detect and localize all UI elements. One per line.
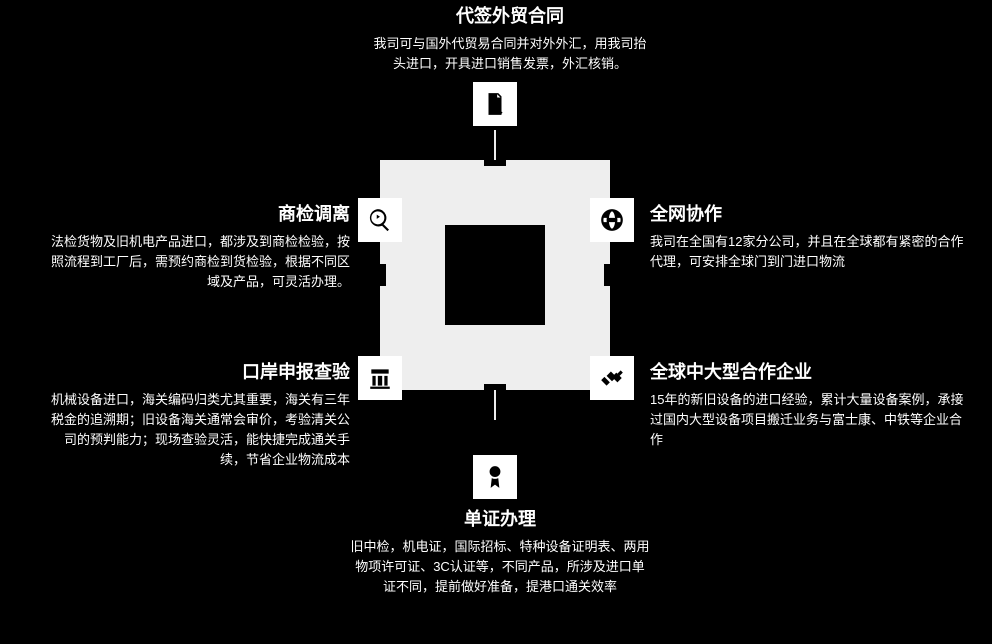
node-inspection: 商检调离 法检货物及旧机电产品进口，都涉及到商检检验，按照流程到工厂后，需预约商… xyxy=(40,200,350,292)
node-title: 单证办理 xyxy=(350,505,650,531)
certificate-icon xyxy=(473,455,517,499)
connector-bottom xyxy=(494,390,496,420)
node-desc: 我司可与国外代贸易合同并对外外汇，用我司抬头进口，开具进口销售发票，外汇核销。 xyxy=(370,34,650,74)
node-title: 商检调离 xyxy=(40,200,350,226)
node-title: 全网协作 xyxy=(650,200,970,226)
notch-left xyxy=(378,264,386,286)
node-partners: 全球中大型合作企业 15年的新旧设备的进口经验，累计大量设备案例，承接过国内大型… xyxy=(650,358,970,450)
notch-right xyxy=(604,264,612,286)
node-network: 全网协作 我司在全国有12家分公司，并且在全球都有紧密的合作代理，可安排全球门到… xyxy=(650,200,970,272)
globe-icon xyxy=(590,198,634,242)
handshake-icon xyxy=(590,356,634,400)
node-title: 代签外贸合同 xyxy=(370,2,650,28)
node-title: 全球中大型合作企业 xyxy=(650,358,970,384)
node-customs: 口岸申报查验 机械设备进口，海关编码归类尤其重要，海关有三年税金的追溯期；旧设备… xyxy=(40,358,350,470)
node-documents: 单证办理 旧中检，机电证，国际招标、特种设备证明表、两用物项许可证、3C认证等，… xyxy=(350,505,650,597)
connector-top xyxy=(494,130,496,160)
node-title: 口岸申报查验 xyxy=(40,358,350,384)
node-desc: 15年的新旧设备的进口经验，累计大量设备案例，承接过国内大型设备项目搬迁业务与富… xyxy=(650,390,970,450)
center-hex-frame xyxy=(380,160,610,390)
node-desc: 旧中检，机电证，国际招标、特种设备证明表、两用物项许可证、3C认证等，不同产品，… xyxy=(350,537,650,597)
customs-icon xyxy=(358,356,402,400)
inspection-icon xyxy=(358,198,402,242)
document-sign-icon xyxy=(473,82,517,126)
node-desc: 机械设备进口，海关编码归类尤其重要，海关有三年税金的追溯期；旧设备海关通常会审价… xyxy=(40,390,350,470)
node-desc: 我司在全国有12家分公司，并且在全球都有紧密的合作代理，可安排全球门到门进口物流 xyxy=(650,232,970,272)
node-contract: 代签外贸合同 我司可与国外代贸易合同并对外外汇，用我司抬头进口，开具进口销售发票… xyxy=(370,2,650,74)
node-desc: 法检货物及旧机电产品进口，都涉及到商检检验，按照流程到工厂后，需预约商检到货检验… xyxy=(40,232,350,292)
